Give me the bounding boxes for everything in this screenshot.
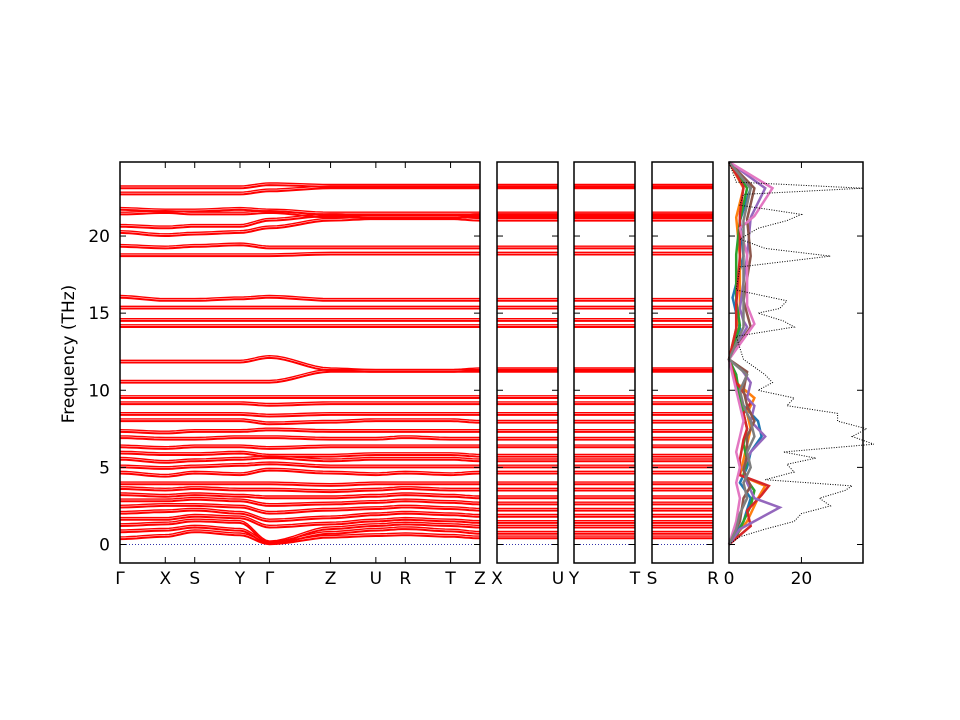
band-line — [119, 520, 480, 545]
x-tick-label: X — [159, 569, 171, 589]
panel-frame — [651, 161, 714, 564]
band-line — [120, 403, 480, 407]
x-tick-label: Z — [474, 569, 486, 589]
band-line — [119, 467, 481, 476]
panel-frame — [573, 161, 636, 564]
dos-partial-line — [727, 161, 756, 546]
x-tick-label: S — [647, 569, 658, 589]
band-line — [119, 469, 481, 478]
panel-frame — [496, 161, 559, 564]
x-tick-label: U — [552, 569, 564, 589]
band-line — [119, 296, 480, 302]
band-line — [119, 208, 480, 216]
band-line — [120, 251, 480, 255]
band-line — [119, 526, 481, 545]
x-tick-label: Z — [325, 569, 337, 589]
band-line — [119, 294, 480, 300]
band-line — [120, 413, 480, 418]
y-tick-label: 15 — [88, 304, 110, 324]
band-line — [120, 182, 480, 187]
y-tick-label: 0 — [99, 535, 110, 555]
band-line — [120, 437, 480, 441]
band-line — [120, 418, 480, 423]
band-line — [120, 463, 480, 470]
dos-partial-line — [727, 161, 756, 546]
band-line — [119, 518, 480, 542]
band-line — [119, 452, 481, 458]
band-line — [120, 354, 481, 371]
x-tick-label: U — [370, 569, 382, 589]
band-line — [119, 206, 480, 213]
x-tick-label: S — [189, 569, 200, 589]
band-line — [120, 420, 480, 426]
band-line — [120, 356, 481, 373]
band-line — [120, 498, 481, 507]
x-tick-label: T — [629, 569, 641, 589]
dos-panel: 0 20 — [724, 160, 875, 589]
dos-partial-line — [727, 161, 771, 546]
band-line — [120, 184, 480, 190]
band-line — [120, 461, 480, 468]
band-line — [120, 496, 481, 505]
band-line — [119, 218, 481, 237]
band-line — [120, 412, 480, 416]
dos-frame — [728, 161, 864, 564]
band-line — [119, 531, 480, 546]
band-line — [119, 494, 480, 500]
dos-x-tick-label: 20 — [791, 569, 813, 589]
band-line — [119, 427, 480, 432]
band-line — [120, 401, 480, 405]
band-line — [120, 507, 480, 520]
dos-total-line — [728, 161, 875, 545]
dos-x-tick-label: 0 — [724, 569, 735, 589]
band-line — [119, 429, 480, 435]
band-line — [119, 444, 480, 448]
y-tick-label: 10 — [88, 381, 110, 401]
x-tick-label: Y — [234, 569, 246, 589]
y-tick-label: 20 — [88, 227, 110, 247]
x-tick-label: Γ — [115, 569, 125, 589]
y-tick-label: 5 — [99, 458, 110, 478]
x-tick-label: R — [399, 569, 411, 589]
x-tick-label: R — [707, 569, 719, 589]
band-line — [120, 187, 480, 196]
y-axis-label: Frequency (THz) — [59, 285, 79, 424]
band-line — [119, 492, 480, 497]
band-line — [119, 446, 480, 450]
band-line — [120, 486, 480, 491]
band-line — [119, 504, 481, 515]
band-line — [119, 450, 481, 456]
band-line — [120, 481, 480, 485]
band-line — [120, 253, 480, 258]
x-tick-label: T — [444, 569, 456, 589]
band-line — [119, 457, 481, 464]
band-line — [120, 435, 480, 439]
band-line — [120, 211, 480, 219]
band-line — [119, 242, 480, 247]
x-tick-label: Y — [568, 569, 580, 589]
x-tick-label: X — [491, 569, 503, 589]
band-line — [119, 503, 481, 513]
band-line — [120, 509, 480, 523]
band-line — [120, 513, 481, 527]
band-line — [119, 244, 480, 250]
panel-frame — [119, 161, 481, 564]
band-line — [120, 515, 481, 529]
band-line — [120, 483, 480, 487]
band-line — [120, 488, 480, 494]
x-tick-label: Γ — [265, 569, 275, 589]
